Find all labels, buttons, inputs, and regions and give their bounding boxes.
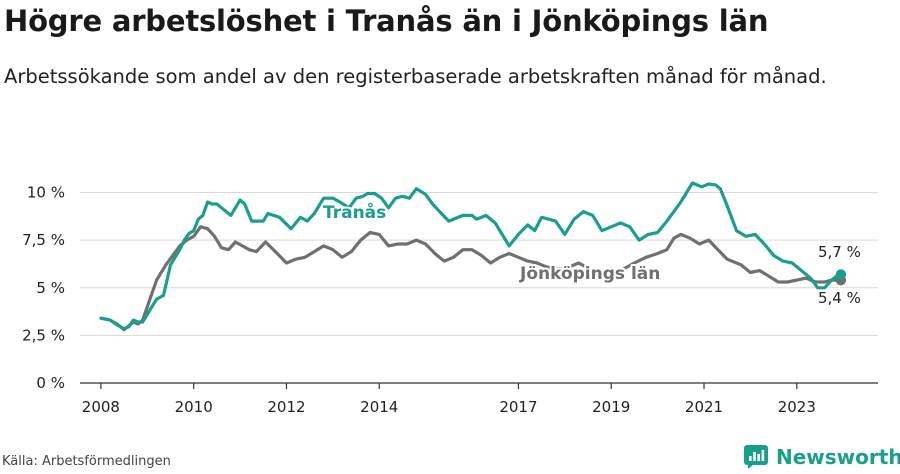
x-tick-label: 2012 bbox=[267, 398, 305, 416]
x-tick-label: 2017 bbox=[499, 398, 537, 416]
y-tick-label: 10 % bbox=[27, 184, 65, 202]
series-label-tranas: Tranås bbox=[323, 201, 386, 223]
end-point-tranas bbox=[835, 269, 847, 280]
end-value-label-jonkoping: 5,4 % bbox=[818, 289, 861, 307]
series-line-jonkoping bbox=[99, 225, 843, 332]
source-note: Källa: Arbetsförmedlingen bbox=[2, 454, 171, 469]
y-tick-label: 7,5 % bbox=[22, 231, 65, 249]
x-tick-label: 2023 bbox=[778, 398, 816, 416]
series-line-tranas bbox=[99, 181, 843, 331]
label-layer: Tranås Jönköpings län 5,7 % 5,4 % bbox=[321, 199, 863, 309]
y-tick-label: 5 % bbox=[36, 279, 65, 297]
series-layer bbox=[99, 181, 847, 332]
x-tick-label: 2021 bbox=[685, 398, 723, 416]
newsworthy-logo-icon bbox=[744, 445, 768, 469]
y-tick-label: 0 % bbox=[36, 374, 65, 392]
x-tick-label: 2019 bbox=[592, 398, 630, 416]
grid-layer bbox=[80, 192, 878, 336]
x-tick-label: 2014 bbox=[360, 398, 398, 416]
brand-name: Newsworthy bbox=[776, 445, 900, 469]
brand-logo-block: Newsworthy bbox=[744, 443, 900, 471]
end-value-label-tranas: 5,7 % bbox=[818, 243, 861, 261]
chart-subtitle: Arbetssökande som andel av den registerb… bbox=[4, 65, 827, 88]
y-tick-label: 2,5 % bbox=[22, 326, 65, 344]
axis-layer: 0 % 2,5 % 5 % 7,5 % 10 % 2008 2010 2012 2014 2017… bbox=[22, 184, 878, 416]
chart-title: Högre arbetslöshet i Tranås än i Jönköpi… bbox=[4, 4, 769, 38]
x-tick-label: 2008 bbox=[82, 398, 120, 416]
series-label-jonkoping: Jönköpings län bbox=[519, 264, 660, 284]
x-tick-label: 2010 bbox=[175, 398, 213, 416]
